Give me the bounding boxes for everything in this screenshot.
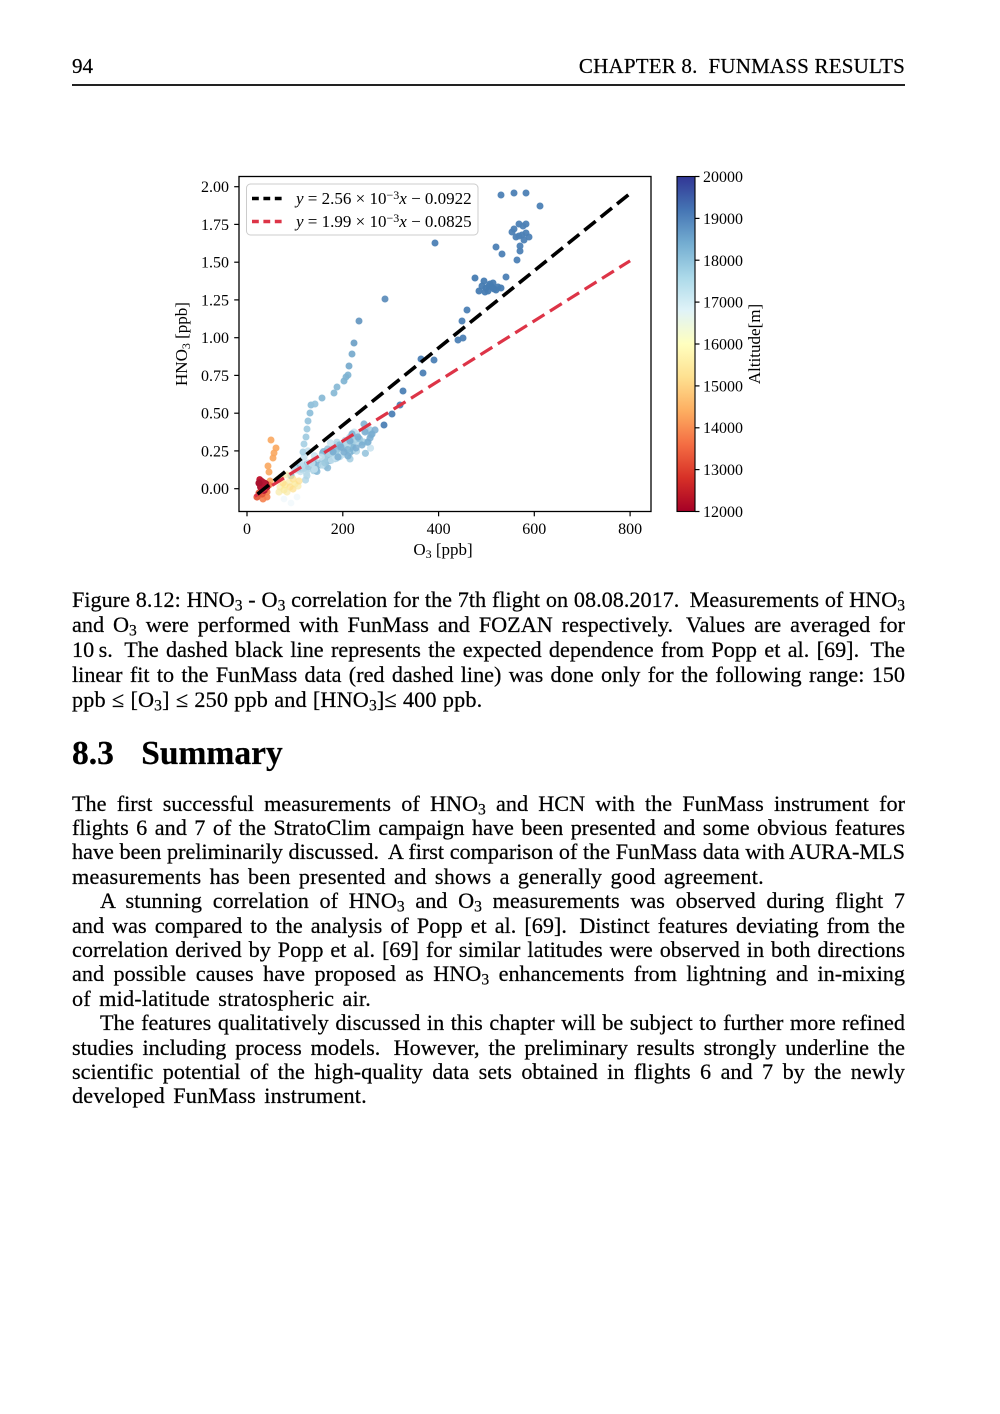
svg-text:14000: 14000 (703, 420, 743, 437)
svg-text:13000: 13000 (703, 462, 743, 479)
svg-text:1.25: 1.25 (201, 292, 229, 309)
svg-text:600: 600 (522, 521, 546, 538)
svg-text:200: 200 (331, 521, 355, 538)
svg-text:y = 2.56 × 10−3x − 0.0922: y = 2.56 × 10−3x − 0.0922 (294, 188, 472, 208)
svg-text:2.00: 2.00 (201, 179, 229, 196)
svg-text:20000: 20000 (703, 169, 743, 186)
svg-text:17000: 17000 (703, 295, 743, 312)
svg-text:HNO3 [ppb]: HNO3 [ppb] (172, 302, 193, 386)
svg-text:1.50: 1.50 (201, 255, 229, 272)
svg-text:400: 400 (427, 521, 451, 538)
svg-text:12000: 12000 (703, 504, 743, 521)
svg-text:y = 1.99 × 10−3x − 0.0825: y = 1.99 × 10−3x − 0.0825 (294, 211, 472, 231)
svg-text:0.00: 0.00 (201, 481, 229, 498)
svg-text:1.00: 1.00 (201, 330, 229, 347)
svg-text:O3 [ppb]: O3 [ppb] (413, 540, 472, 561)
svg-text:15000: 15000 (703, 378, 743, 395)
svg-text:800: 800 (618, 521, 642, 538)
svg-text:0.25: 0.25 (201, 443, 229, 460)
svg-text:18000: 18000 (703, 253, 743, 270)
svg-text:Altitude[m]: Altitude[m] (745, 304, 764, 384)
svg-text:1.75: 1.75 (201, 217, 229, 234)
svg-text:16000: 16000 (703, 337, 743, 354)
svg-text:19000: 19000 (703, 211, 743, 228)
svg-text:0: 0 (243, 521, 251, 538)
svg-text:0.50: 0.50 (201, 406, 229, 423)
svg-text:0.75: 0.75 (201, 368, 229, 385)
